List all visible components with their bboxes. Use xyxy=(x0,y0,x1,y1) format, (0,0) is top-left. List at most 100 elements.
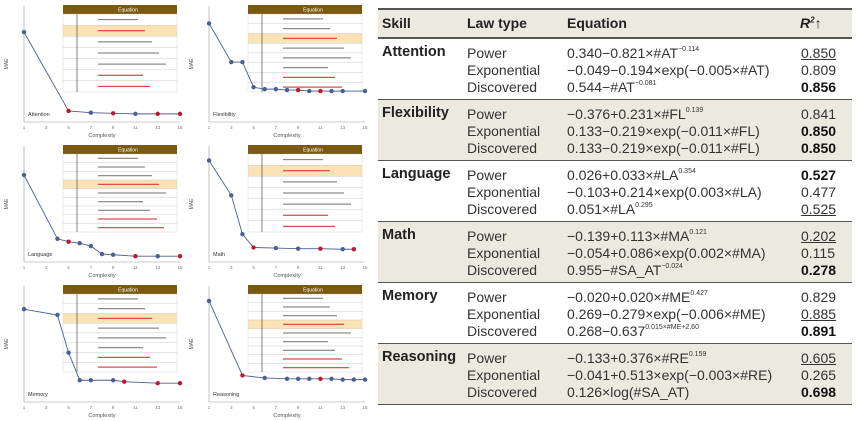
equation-text xyxy=(283,214,328,216)
skill-block-language: Language Power 0.026+0.033×#LA0.354 0.527 Ex… xyxy=(378,161,852,222)
x-tick-label: 9 xyxy=(112,405,115,410)
highlighted-point xyxy=(177,380,183,386)
r2-symbol: R xyxy=(800,15,811,31)
equation-table: Equation xyxy=(247,285,363,373)
x-axis-label: Complexity xyxy=(88,413,115,419)
equation: 0.955−#SA_AT−0.024 xyxy=(567,262,683,278)
chart-memory: 1 3 5 7 9 11 13 15 Complexity MAE Memory Equation xyxy=(0,280,185,420)
table-row: Power −0.133+0.376×#RE0.159 0.605 xyxy=(378,350,852,367)
x-tick-label: 15 xyxy=(177,405,183,410)
equation-exponent: 0.354 xyxy=(678,168,696,175)
table-row: Exponential −0.041+0.513×exp(−0.003×#RE) 0… xyxy=(378,367,852,384)
equation-base: −0.054+0.086×exp(0.002×#MA) xyxy=(567,245,766,261)
x-tick-label: 11 xyxy=(133,125,138,130)
x-tick-label: 15 xyxy=(362,125,368,130)
y-axis-label: MAE xyxy=(189,58,195,70)
x-tick-label: 15 xyxy=(177,265,183,270)
equation-text xyxy=(98,337,166,339)
table-row: Power −0.020+0.020×#ME0.427 0.829 xyxy=(378,289,852,306)
equation-text xyxy=(98,192,166,194)
equation-exponent: −0.081 xyxy=(634,80,657,87)
equation: 0.126×log(#SA_AT) xyxy=(567,384,689,400)
x-tick-label: 5 xyxy=(67,125,70,130)
equation-text xyxy=(283,323,344,325)
data-point xyxy=(110,378,116,383)
x-tick-label: 9 xyxy=(297,405,300,410)
equation-text xyxy=(283,192,344,194)
x-tick-label: 15 xyxy=(362,405,368,410)
x-tick-label: 3 xyxy=(45,405,48,410)
data-point xyxy=(133,111,138,117)
x-axis-label: Complexity xyxy=(273,273,300,279)
r2-value: 0.856 xyxy=(801,79,837,95)
x-tick-label: 13 xyxy=(340,405,346,410)
law-type: Power xyxy=(467,167,507,183)
x-tick-label: 5 xyxy=(67,405,70,410)
skill-name: Flexibility xyxy=(382,105,449,121)
equation-text xyxy=(283,349,335,351)
highlighted-point xyxy=(240,373,245,378)
equation-text xyxy=(283,358,342,360)
equation-table-header xyxy=(248,5,362,14)
equation: −0.054+0.086×exp(0.002×#MA) xyxy=(567,245,766,261)
law-type: Power xyxy=(467,289,507,305)
table-row: Exponential −0.103+0.214×exp(0.003×#LA) 0.… xyxy=(378,184,852,201)
equation-base: −0.139+0.113×#MA xyxy=(567,228,690,244)
equation-text xyxy=(283,76,335,78)
skill-name: Attention xyxy=(382,44,446,60)
equation-table-header xyxy=(63,285,177,294)
law-type: Discovered xyxy=(467,140,538,156)
chart-math: 1 3 5 7 9 11 13 15 Complexity MAE Math Equation xyxy=(185,140,370,280)
x-tick-label: 5 xyxy=(67,265,70,270)
highlighted-point xyxy=(318,246,323,251)
data-point xyxy=(340,247,345,252)
equation-exponent: −0.024 xyxy=(661,263,683,270)
equation: 0.269−0.279×exp(−0.006×#ME) xyxy=(567,306,766,322)
equation-text xyxy=(283,86,342,88)
equation-base: −0.103+0.214×exp(0.003×#LA) xyxy=(567,184,762,200)
equation-text xyxy=(283,297,323,299)
law-type: Exponential xyxy=(467,306,541,322)
skill-name: Memory xyxy=(382,288,438,304)
equation: 0.133−0.219×exp(−0.011×#FL) xyxy=(567,140,760,156)
y-axis-label: MAE xyxy=(189,198,195,210)
data-point xyxy=(284,376,290,381)
equation-text xyxy=(283,47,344,49)
x-tick-label: 15 xyxy=(362,265,368,270)
header-law-type: Law type xyxy=(467,15,527,31)
x-tick-label: 7 xyxy=(275,265,278,270)
equation-text xyxy=(98,317,152,319)
data-point xyxy=(229,59,234,65)
skill-block-math: Math Power −0.139+0.113×#MA0.121 0.202 Expon… xyxy=(378,222,852,283)
equation-exponent: 0.139 xyxy=(685,107,704,114)
equation: −0.376+0.231×#FL0.139 xyxy=(567,106,703,122)
r2-value: 0.115 xyxy=(801,245,835,261)
skill-name: Reasoning xyxy=(382,349,457,365)
x-tick-label: 13 xyxy=(155,405,161,410)
equation-text xyxy=(98,366,157,368)
equation-base: −0.020+0.020×#ME xyxy=(567,289,691,305)
equation-table-header xyxy=(248,145,362,154)
highlighted-point xyxy=(66,239,71,244)
law-type: Power xyxy=(467,106,507,122)
equation-header: Equation xyxy=(118,8,138,14)
equation-text xyxy=(98,227,164,229)
r2-value: 0.527 xyxy=(801,167,837,183)
skill-block-attention: Attention Power 0.340−0.821×#AT−0.114 0.850… xyxy=(378,39,852,100)
x-tick-label: 5 xyxy=(252,125,255,130)
equation-text xyxy=(98,85,150,88)
law-type: Power xyxy=(467,228,507,244)
data-point xyxy=(206,298,212,304)
table-row: Exponential −0.054+0.086×exp(0.002×#MA) 0.… xyxy=(378,245,852,262)
data-point xyxy=(99,251,105,257)
chart-language: 1 3 5 7 9 11 13 15 Complexity MAE Language Equation xyxy=(0,140,185,280)
equation-base: 0.133−0.219×exp(−0.011×#FL) xyxy=(567,140,760,156)
equation-text xyxy=(283,306,330,308)
equation: −0.020+0.020×#ME0.427 xyxy=(567,289,708,305)
r2-value: 0.850 xyxy=(801,140,837,156)
x-tick-label: 1 xyxy=(23,125,26,130)
equation-base: 0.268−0.637 xyxy=(567,323,646,339)
data-point xyxy=(55,236,60,241)
equation-header: Equation xyxy=(118,288,138,294)
